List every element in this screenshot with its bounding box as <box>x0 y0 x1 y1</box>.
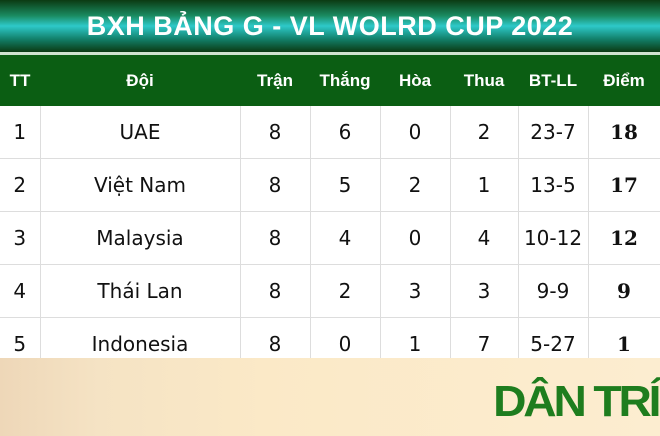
cell-col-lost: 2 <box>450 106 519 159</box>
cell-col-points: 9 <box>588 264 660 318</box>
cell-col-played: 8 <box>240 264 311 318</box>
cell-col-team: Việt Nam <box>40 158 241 212</box>
divider <box>0 52 660 55</box>
header-col-lost: Thua <box>450 55 518 106</box>
standings-table: TT Đội Trận Thắng Hòa Thua BT-LL Điểm 1 UAE 8 6 0 2 2… <box>0 55 660 371</box>
table-row: 2 Việt Nam 8 5 2 1 13-5 17 <box>0 158 660 212</box>
cell-col-won: 2 <box>310 264 381 318</box>
cell-col-won: 5 <box>310 158 381 212</box>
header-col-won: Thắng <box>310 55 380 106</box>
header-col-team: Đội <box>40 55 240 106</box>
cell-col-goals: 9-9 <box>518 264 589 318</box>
cell-col-team: Malaysia <box>40 211 241 265</box>
header-col-drawn: Hòa <box>380 55 450 106</box>
cell-col-lost: 3 <box>450 264 519 318</box>
cell-col-goals: 10-12 <box>518 211 589 265</box>
table-title: BXH BẢNG G - VL WOLRD CUP 2022 <box>0 0 660 52</box>
cell-col-rank: 1 <box>0 106 41 159</box>
cell-col-drawn: 2 <box>380 158 451 212</box>
cell-col-team: UAE <box>40 106 241 159</box>
header-col-rank: TT <box>0 55 40 106</box>
cell-col-points: 18 <box>588 106 660 159</box>
header-row: TT Đội Trận Thắng Hòa Thua BT-LL Điểm <box>0 55 660 106</box>
cell-col-lost: 4 <box>450 211 519 265</box>
table-row: 3 Malaysia 8 4 0 4 10-12 12 <box>0 211 660 265</box>
cell-col-won: 4 <box>310 211 381 265</box>
cell-col-played: 8 <box>240 158 311 212</box>
cell-col-goals: 13-5 <box>518 158 589 212</box>
cell-col-drawn: 3 <box>380 264 451 318</box>
table-row: 1 UAE 8 6 0 2 23-7 18 <box>0 106 660 159</box>
table-row: 4 Thái Lan 8 2 3 3 9-9 9 <box>0 264 660 318</box>
cell-col-rank: 3 <box>0 211 41 265</box>
cell-col-won: 6 <box>310 106 381 159</box>
cell-col-points: 17 <box>588 158 660 212</box>
cell-col-rank: 2 <box>0 158 41 212</box>
header-col-played: Trận <box>240 55 310 106</box>
header-col-goals: BT-LL <box>518 55 588 106</box>
header-col-points: Điểm <box>588 55 660 106</box>
cell-col-team: Thái Lan <box>40 264 241 318</box>
cell-col-rank: 4 <box>0 264 41 318</box>
dantri-logo: DÂN TRÍ <box>492 377 660 426</box>
cell-col-points: 12 <box>588 211 660 265</box>
cell-col-drawn: 0 <box>380 106 451 159</box>
cell-col-drawn: 0 <box>380 211 451 265</box>
cell-col-played: 8 <box>240 106 311 159</box>
cell-col-played: 8 <box>240 211 311 265</box>
cell-col-goals: 23-7 <box>518 106 589 159</box>
cell-col-lost: 1 <box>450 158 519 212</box>
background-strip <box>0 358 660 436</box>
